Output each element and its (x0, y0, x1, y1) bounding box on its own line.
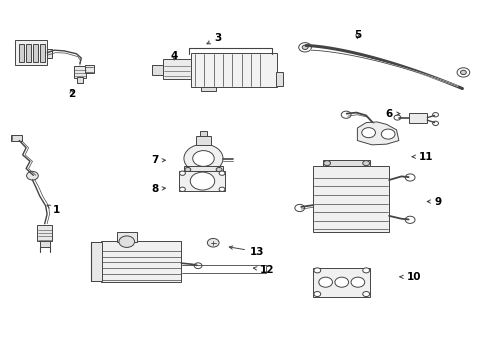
Bar (47, 49, 51, 58)
Bar (33, 44, 38, 62)
Bar (409, 113, 427, 123)
Polygon shape (276, 72, 283, 86)
Circle shape (363, 161, 369, 166)
Circle shape (190, 172, 215, 190)
Bar (26, 44, 31, 62)
Text: 13: 13 (229, 246, 265, 257)
Bar (191, 53, 277, 87)
Circle shape (363, 268, 369, 273)
Text: 1: 1 (47, 205, 60, 216)
Bar (314, 166, 389, 232)
Circle shape (26, 171, 38, 180)
Bar (101, 241, 181, 282)
Bar (179, 171, 225, 192)
Circle shape (302, 45, 308, 49)
Bar (85, 65, 94, 73)
Text: 10: 10 (400, 272, 421, 282)
Circle shape (341, 111, 351, 118)
Text: 6: 6 (386, 109, 400, 119)
Text: 12: 12 (253, 265, 274, 275)
Bar (37, 225, 52, 241)
Circle shape (381, 129, 395, 139)
Bar (11, 135, 22, 140)
Circle shape (193, 150, 214, 166)
Bar (19, 44, 24, 62)
Text: 8: 8 (151, 184, 166, 194)
Circle shape (394, 115, 401, 120)
Text: 9: 9 (427, 197, 441, 207)
Circle shape (362, 128, 375, 138)
Text: 11: 11 (412, 152, 433, 162)
Circle shape (461, 70, 466, 75)
Text: 3: 3 (207, 33, 222, 44)
Bar (184, 166, 223, 173)
Bar (323, 160, 369, 166)
Text: 5: 5 (354, 30, 361, 40)
Bar (40, 44, 45, 62)
Bar (74, 66, 86, 78)
Circle shape (216, 167, 222, 172)
Bar (77, 77, 83, 83)
Circle shape (314, 292, 321, 297)
Bar (163, 59, 191, 78)
Bar (15, 40, 47, 65)
Circle shape (295, 204, 305, 212)
Circle shape (314, 268, 321, 273)
Polygon shape (357, 122, 399, 145)
Bar (196, 136, 211, 145)
Bar (40, 241, 50, 247)
Bar (200, 131, 207, 136)
Bar (91, 242, 102, 281)
Circle shape (185, 167, 191, 172)
Bar (117, 231, 137, 242)
Circle shape (433, 121, 439, 126)
Circle shape (219, 187, 225, 192)
Circle shape (405, 174, 415, 181)
Circle shape (405, 216, 415, 224)
Text: 2: 2 (68, 89, 75, 99)
Circle shape (363, 292, 369, 297)
Circle shape (219, 171, 225, 175)
Circle shape (335, 277, 348, 287)
Circle shape (299, 42, 312, 52)
Circle shape (184, 144, 223, 173)
Circle shape (457, 68, 470, 77)
Circle shape (194, 263, 202, 269)
Bar (152, 65, 163, 75)
Text: 7: 7 (151, 155, 166, 165)
Circle shape (324, 161, 331, 166)
Circle shape (179, 187, 185, 192)
Bar (314, 268, 369, 297)
Circle shape (207, 238, 219, 247)
Circle shape (179, 171, 185, 175)
Circle shape (351, 277, 365, 287)
Circle shape (433, 113, 439, 117)
Circle shape (119, 236, 135, 247)
Text: 4: 4 (171, 51, 178, 61)
Circle shape (319, 277, 332, 287)
Bar (201, 87, 216, 91)
